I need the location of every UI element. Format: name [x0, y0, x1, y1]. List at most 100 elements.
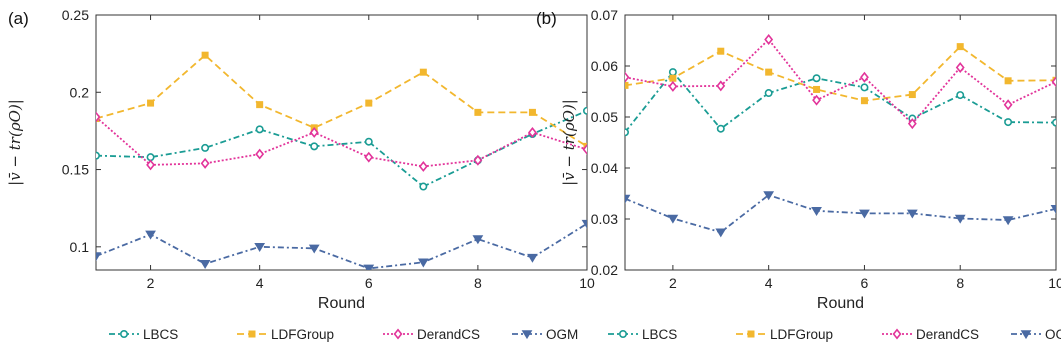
- legend-marker: [393, 328, 403, 340]
- x-tick-label: 2: [669, 275, 677, 291]
- data-point: [309, 126, 319, 138]
- data-point: [1052, 118, 1056, 127]
- y-tick-label: 0.15: [62, 162, 89, 178]
- data-point: [418, 160, 428, 172]
- legend-marker: [892, 328, 902, 340]
- data-point: [811, 207, 822, 217]
- data-point: [472, 235, 484, 245]
- data-point: [1051, 76, 1056, 88]
- y-tick-label: 0.1: [70, 239, 90, 255]
- data-point: [956, 91, 965, 100]
- series-line: [625, 70, 1056, 133]
- y-tick-label: 0.06: [591, 58, 618, 74]
- chart-panel-a: 2 4 6 8 10 0.1 0.15 0.2 0.25 Round |v̄ − tr(ρO)| (a…: [6, 7, 595, 342]
- y-tick-label: 0.07: [591, 7, 618, 23]
- x-tick-label: 6: [365, 275, 373, 291]
- series-lbcs: [96, 106, 587, 191]
- data-point: [256, 101, 264, 109]
- series-line: [96, 53, 587, 148]
- plot-area: [95, 14, 588, 271]
- data-point: [908, 91, 916, 99]
- series-line: [625, 194, 1056, 234]
- data-point: [201, 51, 209, 59]
- data-point: [308, 244, 320, 254]
- y-tick-label: 0.03: [591, 211, 618, 227]
- legend: LBCS LDFGroup DerandCS OGM: [608, 327, 1061, 342]
- legend-item-ldfgroup: LDFGroup: [237, 327, 334, 342]
- data-point: [860, 83, 869, 92]
- data-point: [860, 71, 869, 83]
- legend-marker: [120, 329, 129, 338]
- x-axis-title: Round: [318, 295, 365, 312]
- data-point: [906, 209, 918, 219]
- data-point: [96, 111, 101, 123]
- series-ogm: [625, 191, 1056, 238]
- data-point: [419, 68, 427, 76]
- legend-label: OGM: [1045, 327, 1061, 342]
- legend-label: LBCS: [642, 327, 677, 342]
- data-point: [364, 137, 373, 146]
- data-point: [255, 125, 264, 134]
- data-point: [715, 228, 727, 238]
- data-point: [764, 89, 773, 98]
- data-point: [812, 94, 821, 106]
- data-point: [528, 126, 537, 138]
- data-point: [146, 153, 155, 162]
- legend-marker: [521, 330, 533, 340]
- data-point: [419, 182, 428, 191]
- data-point: [1050, 205, 1056, 214]
- data-point: [765, 68, 773, 76]
- data-point: [254, 243, 266, 252]
- series-line: [625, 45, 1056, 102]
- data-point: [717, 47, 725, 55]
- data-point: [860, 97, 868, 105]
- data-point: [668, 68, 677, 77]
- data-point: [625, 81, 629, 89]
- legend-label: LBCS: [143, 327, 178, 342]
- x-tick-label: 4: [765, 275, 773, 291]
- data-point: [146, 159, 155, 171]
- panel-label: (b): [536, 9, 557, 28]
- data-point: [625, 71, 630, 83]
- legend-marker: [747, 330, 755, 338]
- data-point: [813, 85, 821, 93]
- data-point: [145, 230, 156, 240]
- y-tick-label: 0.05: [591, 109, 618, 125]
- y-tick-label: 0.25: [62, 7, 89, 23]
- data-point: [527, 253, 538, 263]
- x-tick-label: 8: [956, 275, 964, 291]
- data-point: [764, 34, 774, 45]
- y-tick-label: 0.2: [70, 84, 90, 100]
- y-tick-label: 0.04: [591, 160, 618, 176]
- legend-item-ogm: OGM: [512, 327, 578, 342]
- data-point: [363, 264, 375, 270]
- data-point: [812, 74, 821, 83]
- data-point: [199, 260, 211, 269]
- data-point: [625, 194, 631, 204]
- legend-label: DerandCS: [417, 327, 480, 342]
- series-derandcs: [96, 111, 587, 172]
- legend-label: LDFGroup: [770, 327, 833, 342]
- legend-label: DerandCS: [916, 327, 979, 342]
- x-tick-label: 10: [1048, 275, 1061, 291]
- legend-marker: [248, 330, 256, 338]
- data-point: [582, 143, 587, 155]
- data-point: [955, 62, 965, 74]
- data-point: [200, 157, 210, 169]
- y-axis-title: |v̄ − tr(ρO)|: [560, 99, 578, 186]
- data-point: [1004, 118, 1013, 127]
- data-point: [473, 154, 483, 166]
- data-point: [667, 214, 679, 224]
- x-axis-title: Round: [817, 295, 864, 312]
- legend-item-ogm: OGM: [1011, 327, 1061, 342]
- x-tick-label: 10: [579, 275, 595, 291]
- x-tick-label: 2: [147, 275, 155, 291]
- legend-label: OGM: [546, 327, 578, 342]
- x-tick-label: 4: [256, 275, 264, 291]
- legend-item-lbcs: LBCS: [608, 327, 677, 342]
- data-point: [716, 80, 726, 92]
- data-point: [364, 151, 374, 163]
- series-ldfgroup: [625, 43, 1056, 105]
